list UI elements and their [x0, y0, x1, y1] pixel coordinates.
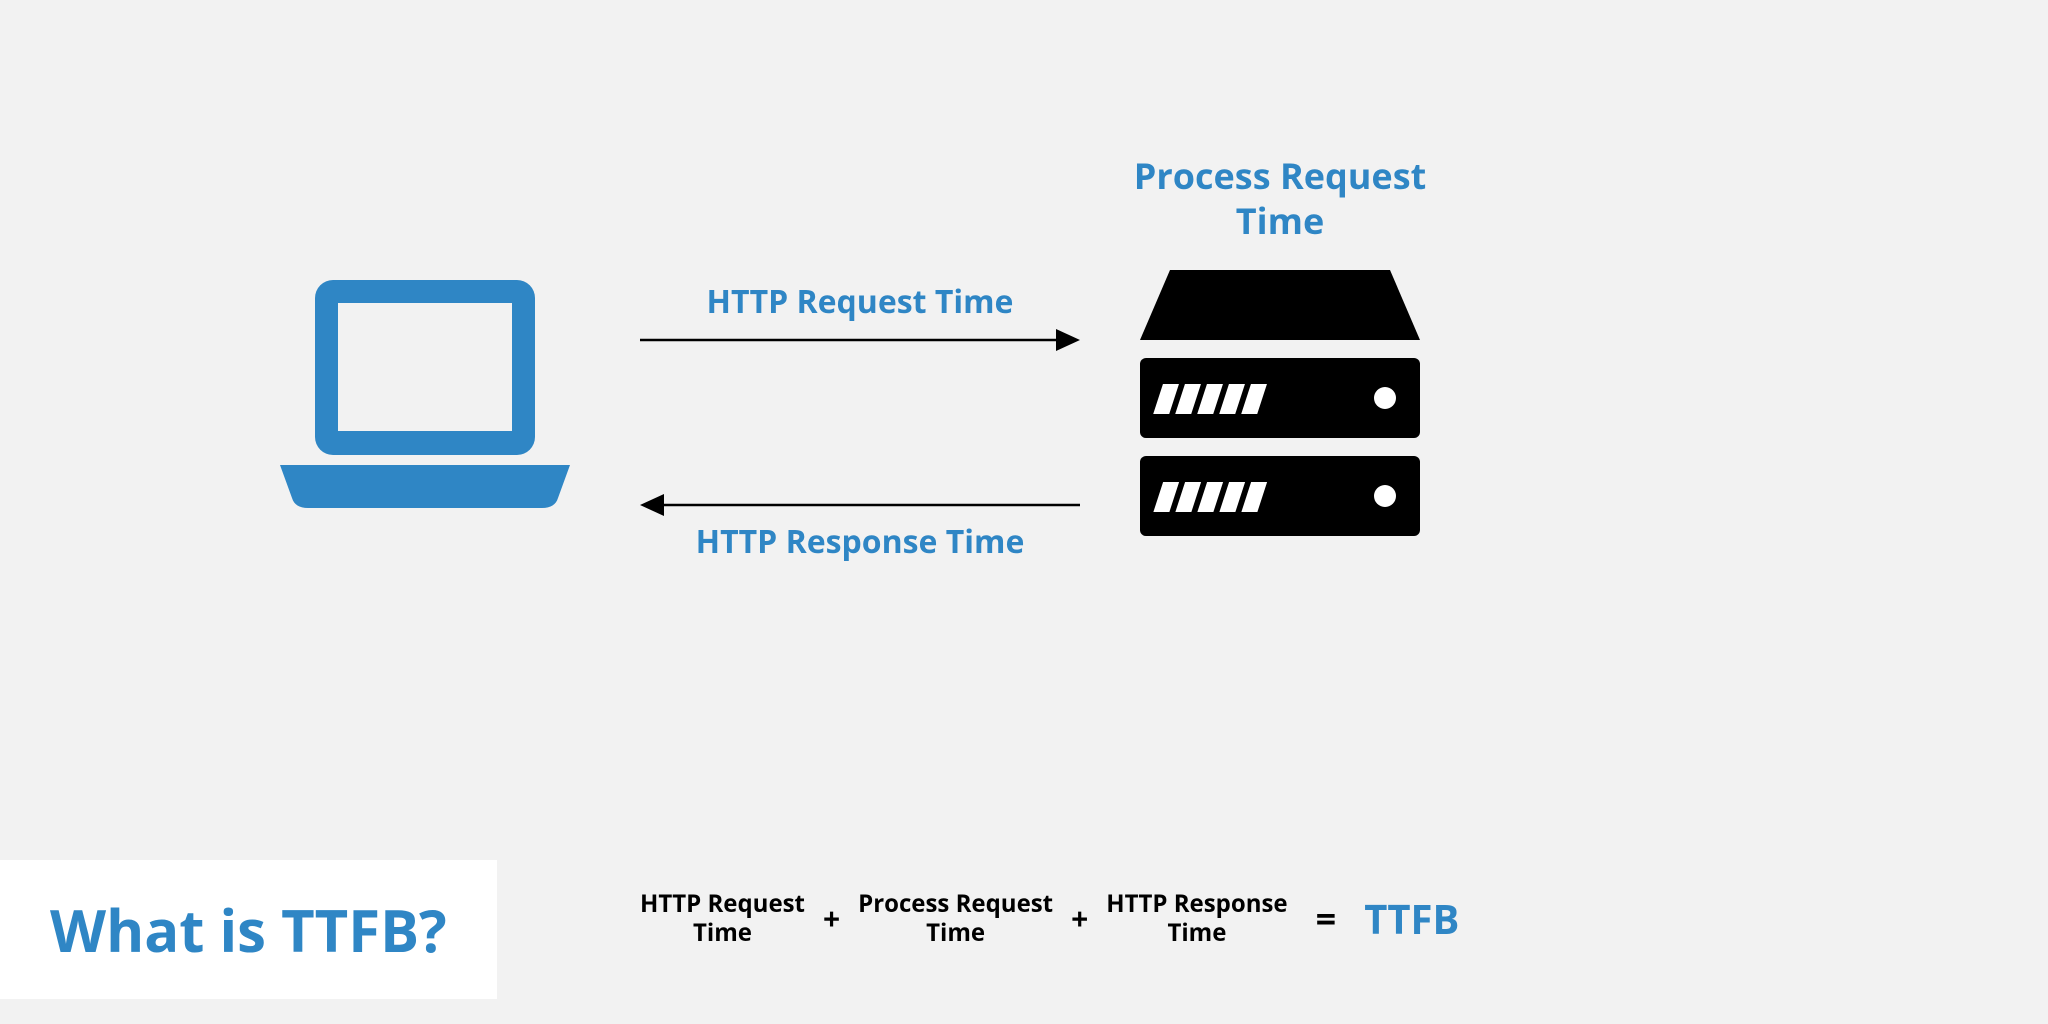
server-label-line2: Time [1090, 198, 1470, 243]
server-stack-icon [1120, 270, 1440, 575]
laptop-icon [280, 270, 570, 525]
page-title: What is TTFB? [0, 860, 497, 999]
ttfb-formula: HTTP Request Time + Process Request Time… [640, 890, 1459, 948]
formula-term-3: HTTP Response Time [1106, 890, 1287, 948]
server-label: Process Request Time [1090, 153, 1470, 243]
formula-term-1: HTTP Request Time [640, 890, 805, 948]
formula-term-2: Process Request Time [858, 890, 1053, 948]
plus-icon: + [1071, 898, 1088, 939]
formula-result: TTFB [1364, 891, 1459, 946]
request-arrow-label: HTTP Request Time [640, 280, 1080, 323]
server-label-line1: Process Request [1090, 153, 1470, 198]
equals-icon: = [1316, 894, 1337, 943]
response-arrow-label: HTTP Response Time [640, 520, 1080, 563]
plus-icon: + [823, 898, 840, 939]
request-arrow-icon [640, 325, 1080, 360]
